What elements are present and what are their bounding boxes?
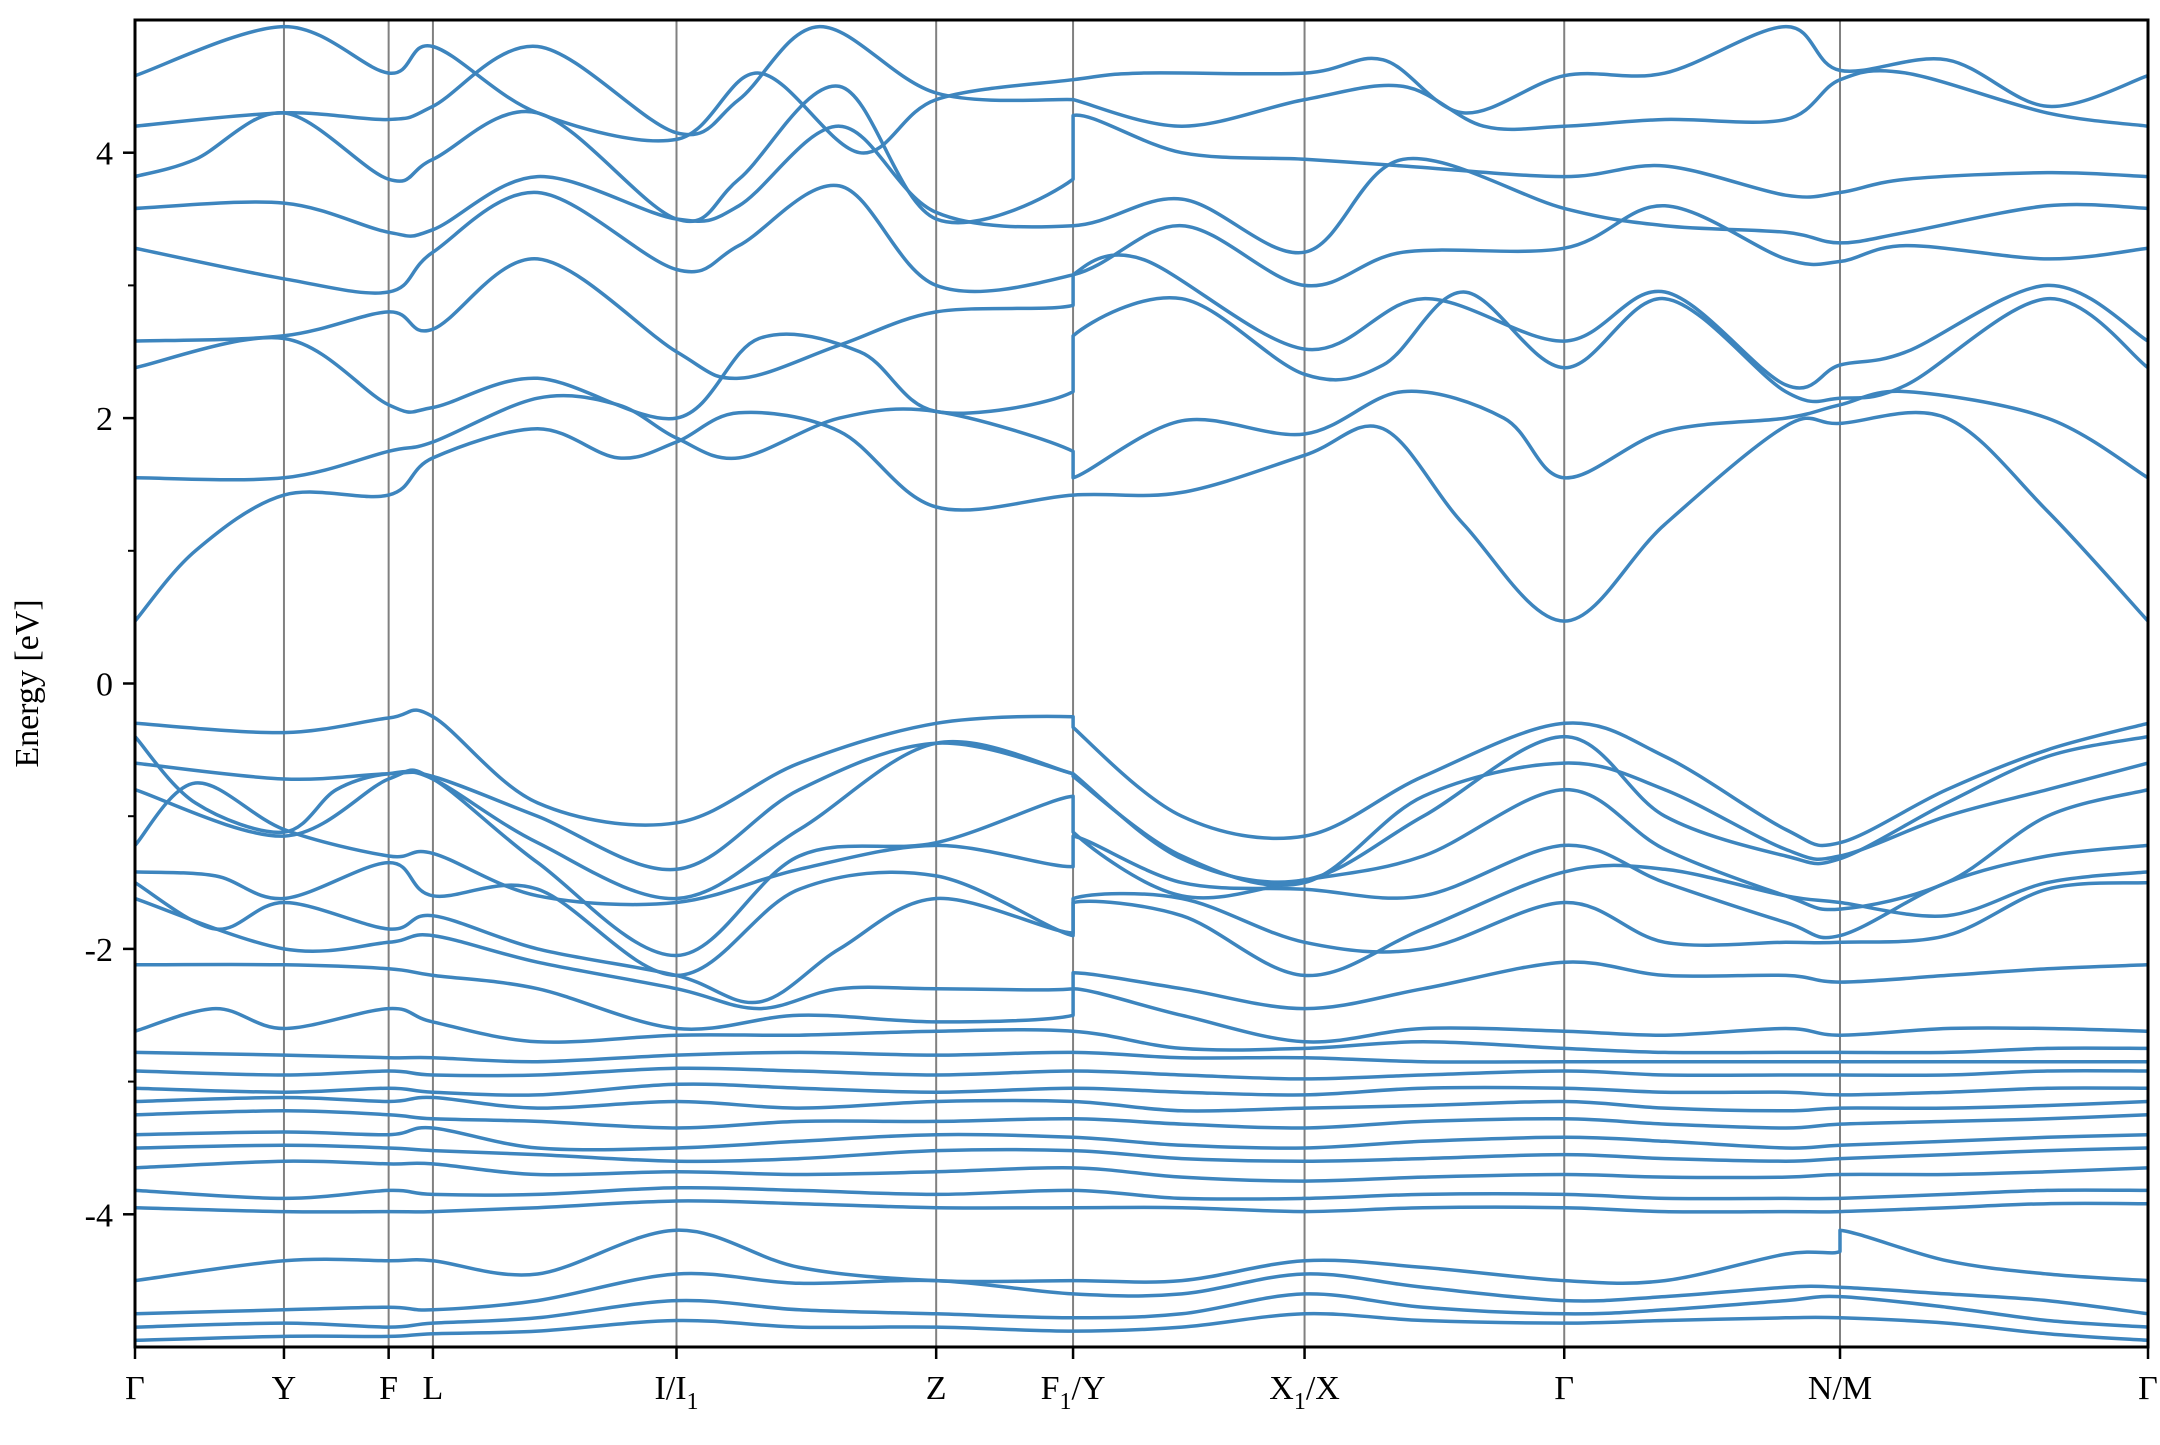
band-line: [135, 1050, 2148, 1064]
band-line: [135, 962, 2148, 1044]
x-tick-label: Z: [926, 1370, 947, 1407]
band-line: [135, 1066, 2148, 1081]
band-line: [135, 734, 2148, 901]
band-line: [135, 1082, 2148, 1097]
band-line: [135, 389, 2148, 482]
band-line: [135, 1228, 2148, 1285]
band-line: [135, 781, 2148, 940]
band-line: [135, 708, 2148, 848]
x-tick-label: Γ: [2138, 1370, 2158, 1407]
band-line: [135, 1199, 2148, 1214]
band-line: [135, 410, 2148, 623]
y-tick-label: 2: [96, 401, 113, 438]
band-line: [135, 1311, 2148, 1343]
band-line: [135, 896, 2148, 1011]
band-line: [135, 1292, 2148, 1329]
band-line: [135, 1109, 2148, 1130]
band-lines: [135, 24, 2148, 1343]
band-line: [135, 24, 2148, 155]
band-line: [135, 253, 2148, 390]
band-line: [135, 1143, 2148, 1164]
x-tick-label: X1/X: [1269, 1370, 1340, 1415]
plot-frame: [133, 18, 2150, 1349]
band-line: [135, 1271, 2148, 1316]
x-tick-label: F: [379, 1370, 398, 1407]
x-tick-label: Γ: [125, 1370, 145, 1407]
x-tick-label: N/M: [1808, 1370, 1872, 1407]
band-line: [135, 1159, 2148, 1183]
band-line: [135, 290, 2148, 421]
band-line: [135, 183, 2148, 295]
band-line: [135, 860, 2148, 978]
band-line: [135, 768, 2148, 958]
band-line: [135, 1185, 2148, 1201]
x-tick-label: L: [423, 1370, 444, 1407]
y-tick-label: -2: [85, 932, 113, 969]
kpoint-separator-lines: [282, 20, 1842, 1347]
band-line: [135, 84, 2148, 225]
y-axis-label: Energy [eV]: [9, 599, 46, 767]
y-axis: 4 2 0 -2 -4: [85, 136, 135, 1234]
x-tick-label: Γ: [1554, 1370, 1574, 1407]
y-tick-label: -4: [85, 1197, 113, 1234]
band-line: [135, 1125, 2148, 1152]
band-line: [135, 1006, 2148, 1055]
y-tick-label: 4: [96, 136, 113, 173]
x-axis: Γ Y F L I/I1 Z F1/Y X1/X Γ N/M Γ: [125, 1347, 2158, 1415]
x-tick-label: I/I1: [654, 1370, 698, 1415]
band-line: [135, 880, 2148, 1005]
band-line: [135, 24, 2148, 137]
band-line: [135, 741, 2148, 888]
band-line: [135, 1095, 2148, 1113]
y-tick-label: 0: [96, 667, 113, 704]
x-tick-label: F1/Y: [1041, 1370, 1106, 1415]
band-line: [135, 124, 2148, 255]
x-tick-label: Y: [272, 1370, 297, 1407]
